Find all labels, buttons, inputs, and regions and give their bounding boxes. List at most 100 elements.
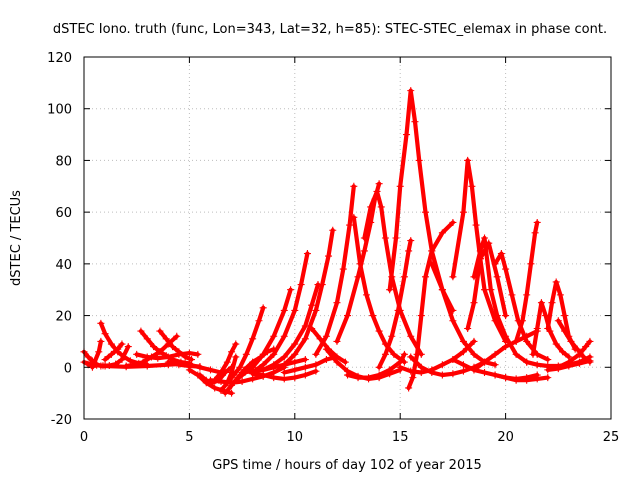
data-point: [350, 182, 358, 190]
data-point: [362, 291, 370, 299]
data-point: [533, 361, 541, 369]
data-point: [487, 286, 495, 294]
data-point: [228, 348, 236, 356]
series-arc: [101, 340, 126, 364]
data-point: [459, 348, 467, 356]
data-point: [554, 317, 562, 325]
data-point: [101, 362, 109, 370]
data-point: [114, 345, 122, 353]
data-point: [270, 350, 278, 358]
data-point: [512, 350, 520, 358]
y-tick-label: 0: [64, 361, 72, 376]
data-point: [232, 353, 240, 361]
data-point: [301, 363, 309, 371]
x-tick-labels: 0 5 10 15 20 25: [80, 430, 619, 445]
ticks: [83, 56, 612, 420]
data-point: [236, 363, 244, 371]
data-point: [354, 273, 362, 281]
data-point: [312, 367, 320, 375]
data-point: [438, 361, 446, 369]
data-point: [217, 378, 225, 386]
data-point: [464, 156, 472, 164]
data-point: [143, 353, 151, 361]
data-point: [175, 350, 183, 358]
data-point: [97, 337, 105, 345]
data-point: [470, 366, 478, 374]
data-point: [316, 335, 324, 343]
data-point: [561, 312, 569, 320]
data-point: [308, 301, 316, 309]
data-point: [133, 350, 141, 358]
data-point: [95, 348, 103, 356]
data-point: [428, 260, 436, 268]
data-point: [139, 358, 147, 366]
data-point: [459, 367, 467, 375]
data-point: [354, 374, 362, 382]
data-point: [137, 327, 145, 335]
data-point: [491, 361, 499, 369]
data-point: [223, 358, 231, 366]
data-point: [270, 361, 278, 369]
data-point: [523, 291, 531, 299]
data-point: [287, 286, 295, 294]
data-point: [280, 332, 288, 340]
series-arc: [405, 218, 457, 392]
data-point: [544, 356, 552, 364]
data-point: [301, 335, 309, 343]
series-arc: [156, 327, 196, 364]
data-point: [493, 273, 501, 281]
data-point: [438, 286, 446, 294]
data-point: [449, 370, 457, 378]
data-point: [143, 362, 151, 370]
series-arc: [259, 281, 322, 374]
data-point: [322, 332, 330, 340]
data-point: [405, 247, 413, 255]
data-point: [405, 384, 413, 392]
data-point: [206, 376, 214, 384]
data-point: [497, 250, 505, 258]
data-point: [554, 365, 562, 373]
data-point: [529, 350, 537, 358]
data-point: [407, 353, 415, 361]
data-point: [415, 156, 423, 164]
data-point: [333, 299, 341, 307]
data-point: [390, 350, 398, 358]
data-point: [567, 337, 575, 345]
data-point: [360, 247, 368, 255]
data-point: [344, 371, 351, 379]
series-arc: [491, 371, 552, 384]
data-point: [531, 229, 539, 237]
data-point: [375, 371, 383, 379]
data-point: [217, 387, 225, 395]
data-point: [301, 356, 309, 364]
series-arc: [249, 367, 320, 383]
data-point: [280, 353, 288, 361]
data-point: [120, 353, 128, 361]
data-point: [217, 368, 225, 376]
data-point: [308, 325, 316, 332]
data-point: [449, 317, 457, 325]
data-point: [341, 358, 349, 366]
data-point: [97, 319, 105, 327]
data-point: [322, 356, 330, 364]
data-point: [318, 281, 326, 289]
data-point: [481, 286, 489, 294]
data-point: [107, 340, 115, 348]
data-point: [291, 374, 299, 382]
data-point: [537, 299, 545, 307]
data-point: [421, 273, 429, 281]
data-point: [459, 337, 467, 345]
data-point: [131, 361, 139, 369]
series-line: [187, 362, 224, 375]
chart-title: dSTEC Iono. truth (func, Lon=343, Lat=32…: [53, 22, 607, 37]
data-point: [508, 291, 516, 299]
data-point: [333, 358, 341, 366]
data-point: [502, 343, 510, 351]
data-point: [101, 356, 109, 364]
data-point: [394, 306, 402, 314]
data-point: [280, 361, 288, 369]
data-point: [449, 273, 457, 281]
data-point: [417, 312, 425, 320]
data-point: [464, 325, 472, 332]
series-arc: [312, 182, 358, 358]
